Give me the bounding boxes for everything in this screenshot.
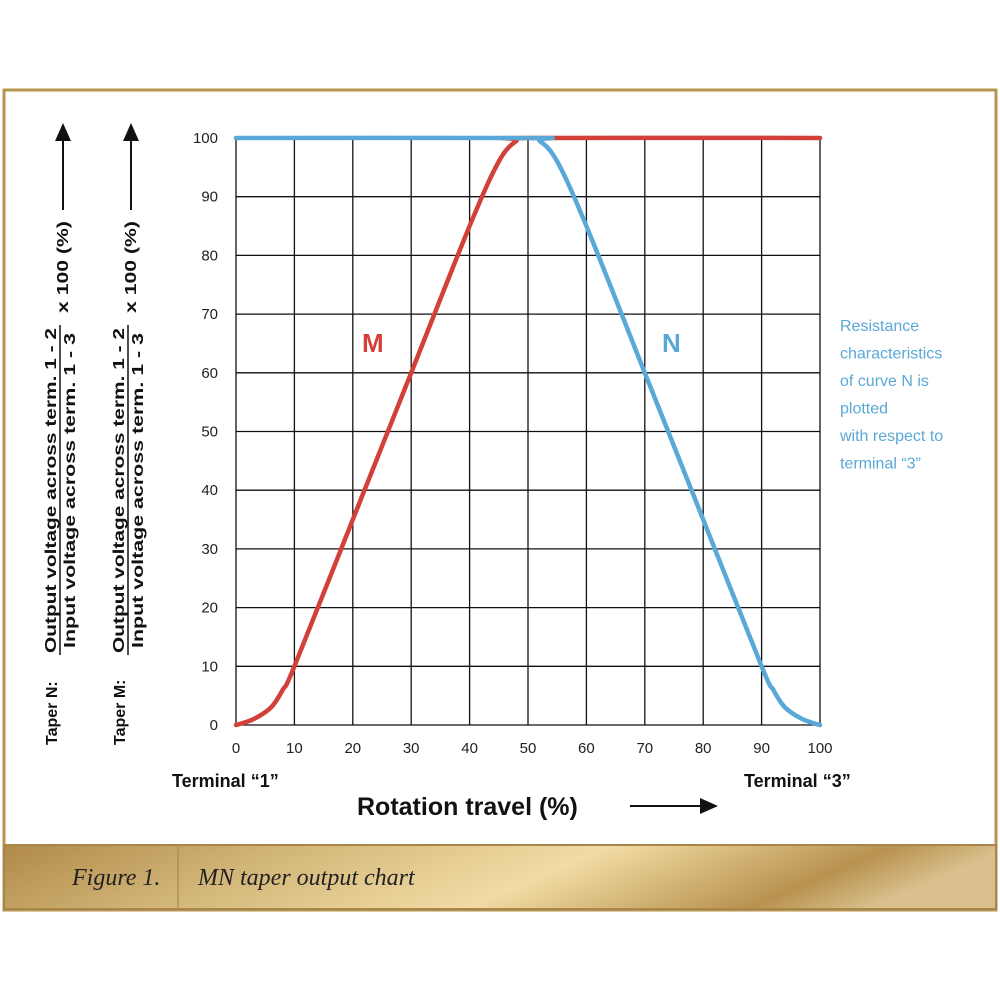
y-label-prefix: Taper M: bbox=[112, 680, 129, 745]
annotation-line: characteristics bbox=[840, 346, 942, 363]
annotation-line: of curve N is bbox=[840, 373, 929, 390]
terminal-left: Terminal “1” bbox=[172, 771, 279, 791]
y-label-numerator: Output voltage across term. 1 - 2 bbox=[43, 328, 60, 653]
x-axis-label: Rotation travel (%) bbox=[357, 793, 578, 821]
y-label-numerator: Output voltage across term. 1 - 2 bbox=[111, 328, 128, 653]
annotation-line: Resistance bbox=[840, 318, 919, 335]
x-tick-label: 10 bbox=[286, 740, 303, 757]
y-tick-label: 70 bbox=[201, 306, 218, 323]
x-tick-label: 40 bbox=[461, 740, 478, 757]
y-label-factor: x 100 (%) bbox=[123, 221, 140, 313]
x-tick-label: 60 bbox=[578, 740, 595, 757]
y-tick-label: 20 bbox=[201, 600, 218, 617]
x-tick-label: 70 bbox=[636, 740, 653, 757]
y-tick-label: 30 bbox=[201, 541, 218, 558]
ticks: 0 10 20 30 40 50 60 70 80 90 100 0 10 20 30 40 50 60 70 80 9… bbox=[193, 130, 833, 757]
x-tick-label: 20 bbox=[344, 740, 361, 757]
x-tick-label: 0 bbox=[232, 740, 240, 757]
y-tick-label: 90 bbox=[201, 189, 218, 206]
x-tick-label: 90 bbox=[753, 740, 770, 757]
y-axis-labels: Taper N: Output voltage across term. 1 - … bbox=[43, 123, 147, 745]
series-label-m: M bbox=[362, 328, 384, 358]
terminal-right: Terminal “3” bbox=[744, 771, 851, 791]
series bbox=[233, 135, 823, 728]
caption-text: MN taper output chart bbox=[197, 865, 416, 891]
y-tick-label: 80 bbox=[201, 247, 218, 264]
series-line-n bbox=[233, 135, 823, 728]
caption-band bbox=[3, 844, 997, 910]
y-label-denominator: Input voltage across term. 1 - 3 bbox=[62, 333, 79, 648]
y-tick-label: 40 bbox=[201, 482, 218, 499]
y-label-taper-m: Taper M: Output voltage across term. 1 - … bbox=[111, 123, 147, 745]
x-tick-label: 80 bbox=[695, 740, 712, 757]
grid bbox=[235, 137, 821, 726]
y-tick-label: 60 bbox=[201, 365, 218, 382]
x-tick-label: 50 bbox=[520, 740, 537, 757]
annotation-line: with respect to bbox=[839, 428, 943, 445]
annotation-line: terminal “3” bbox=[840, 456, 921, 473]
series-label-n: N bbox=[662, 328, 681, 358]
y-tick-label: 10 bbox=[201, 658, 218, 675]
caption-figure: Figure 1. bbox=[71, 865, 160, 891]
y-label-taper-n: Taper N: Output voltage across term. 1 - … bbox=[43, 123, 79, 745]
y-label-factor: x 100 (%) bbox=[55, 221, 72, 313]
y-tick-label: 100 bbox=[193, 130, 218, 147]
y-label-denominator: Input voltage across term. 1 - 3 bbox=[130, 333, 147, 648]
annotation-line: plotted bbox=[840, 401, 888, 418]
x-tick-label: 30 bbox=[403, 740, 420, 757]
x-tick-label: 100 bbox=[807, 740, 832, 757]
y-label-prefix: Taper N: bbox=[44, 681, 61, 745]
y-tick-label: 0 bbox=[210, 717, 218, 734]
annotation: Resistance characteristics of curve N is pl… bbox=[839, 318, 943, 473]
y-tick-label: 50 bbox=[201, 424, 218, 441]
